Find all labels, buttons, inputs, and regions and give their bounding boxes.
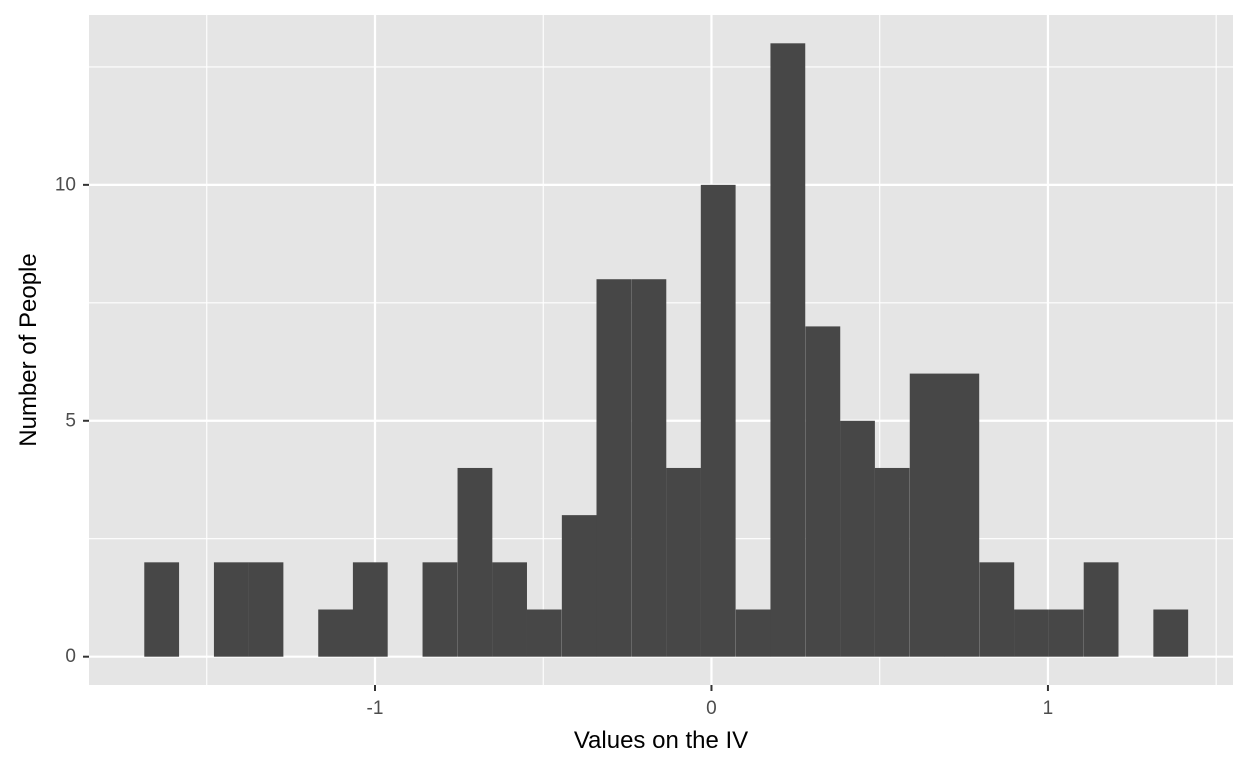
histogram-bar bbox=[352, 562, 388, 657]
histogram-bar bbox=[805, 326, 841, 657]
histogram-bar bbox=[213, 562, 249, 657]
y-axis-title: Number of People bbox=[15, 253, 42, 446]
histogram-bar bbox=[318, 609, 354, 657]
histogram-bar bbox=[457, 467, 493, 657]
histogram-bar bbox=[596, 279, 632, 657]
histogram-bar bbox=[979, 562, 1015, 657]
histogram-bar bbox=[422, 562, 458, 657]
histogram-bar bbox=[770, 43, 806, 657]
histogram-bar bbox=[735, 609, 771, 657]
x-tick-label: 0 bbox=[706, 698, 717, 719]
histogram-bar bbox=[631, 279, 667, 657]
histogram-bar bbox=[492, 562, 527, 657]
x-axis-title: Values on the IV bbox=[574, 727, 748, 754]
histogram-bar bbox=[144, 562, 180, 657]
histogram-bar bbox=[909, 373, 945, 657]
x-axis: -1 0 1 bbox=[367, 685, 1054, 719]
histogram-bar bbox=[248, 562, 284, 657]
histogram-bar bbox=[1014, 609, 1049, 657]
histogram-bar bbox=[944, 373, 980, 657]
histogram-bar bbox=[700, 184, 736, 657]
histogram-bar bbox=[526, 609, 562, 657]
y-axis: 0 5 10 bbox=[55, 174, 89, 667]
histogram-bar bbox=[840, 420, 875, 657]
histogram-bar bbox=[1083, 562, 1119, 657]
x-tick-label: 1 bbox=[1043, 698, 1054, 719]
y-tick-label: 10 bbox=[55, 174, 76, 195]
y-tick-label: 5 bbox=[65, 410, 76, 431]
histogram-bar bbox=[874, 467, 910, 657]
bars bbox=[144, 43, 1189, 657]
x-tick-label: -1 bbox=[367, 698, 384, 719]
histogram-bar bbox=[561, 515, 597, 657]
histogram-bar bbox=[666, 467, 701, 657]
y-tick-label: 0 bbox=[65, 646, 76, 667]
histogram-bar bbox=[1048, 609, 1084, 657]
histogram-bar bbox=[1153, 609, 1189, 657]
